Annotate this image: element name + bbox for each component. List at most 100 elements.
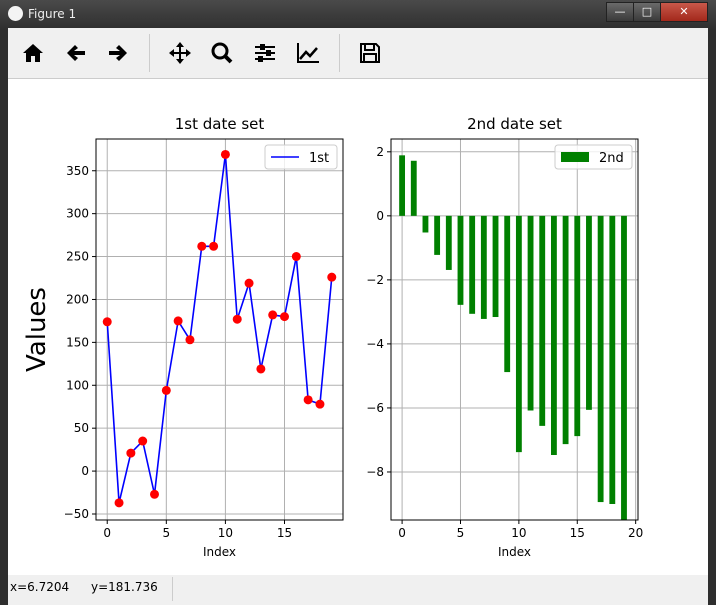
forward-icon[interactable]: [105, 40, 131, 66]
data-point: [280, 312, 289, 322]
data-point: [150, 489, 159, 499]
data-point: [303, 395, 313, 405]
data-point: [161, 385, 171, 395]
y-axis-label: Values: [22, 287, 52, 372]
y-tick-label: 300: [66, 207, 89, 221]
legend: [264, 144, 338, 170]
home-icon[interactable]: [20, 40, 46, 66]
chart-title: 1st date set: [175, 115, 265, 133]
data-point: [173, 316, 183, 326]
y-tick-label: −4: [366, 337, 384, 351]
bar: [434, 215, 441, 255]
data-point: [126, 448, 136, 458]
x-tick-label: 0: [103, 526, 111, 540]
status-bar: x=6.7204 y=181.736: [8, 575, 708, 605]
x-tick-label: 5: [162, 526, 170, 540]
x-tick-label: 10: [511, 526, 526, 540]
x-tick-label: 10: [218, 526, 233, 540]
x-tick-label: 0: [398, 526, 406, 540]
bar: [562, 215, 569, 445]
data-point: [268, 310, 278, 320]
status-x: x=6.7204: [10, 580, 70, 594]
bar: [609, 215, 616, 504]
y-tick-label: 150: [66, 335, 89, 349]
data-point: [327, 272, 337, 282]
x-axis-label: Index: [498, 545, 531, 559]
status-divider: [172, 577, 173, 601]
data-point: [209, 241, 219, 251]
legend-label: 1st: [309, 151, 329, 166]
chart-title: 2nd date set: [467, 115, 562, 133]
bar: [586, 215, 592, 410]
bar: [457, 215, 464, 305]
bar: [445, 215, 452, 270]
y-tick-label: 100: [66, 378, 89, 392]
y-tick-label: 0: [81, 464, 89, 478]
app-icon: [8, 6, 23, 21]
y-tick-label: 50: [74, 421, 89, 435]
bar: [410, 160, 417, 216]
back-icon[interactable]: [63, 40, 89, 66]
legend-label: 2nd: [599, 151, 624, 166]
series-line-1st: [106, 154, 333, 504]
y-tick-label: 350: [66, 164, 89, 178]
y-tick-label: 0: [376, 209, 384, 223]
y-tick-label: 2: [376, 145, 384, 159]
bar: [527, 215, 534, 411]
bar: [469, 215, 476, 314]
y-tick-label: −6: [366, 401, 384, 415]
bar: [515, 215, 522, 453]
bar: [597, 215, 604, 503]
figure-client: 0 5 10 15 −50 0 50 100 150 200 250 300 350 1st date s…: [8, 28, 708, 605]
maximize-button[interactable]: □: [633, 2, 661, 22]
minimize-button[interactable]: —: [606, 2, 634, 22]
y-tick-label: 200: [66, 292, 89, 306]
subplots-icon[interactable]: [252, 40, 278, 66]
axes-frame: [390, 138, 639, 521]
customize-icon[interactable]: [295, 40, 321, 66]
bar: [574, 215, 581, 437]
toolbar: [8, 28, 708, 79]
pan-icon[interactable]: [167, 40, 193, 66]
save-icon[interactable]: [357, 40, 383, 66]
data-point: [197, 241, 207, 251]
separator: [339, 34, 340, 72]
legend-bar-swatch: [561, 152, 589, 162]
data-point: [114, 498, 124, 508]
data-point: [220, 149, 230, 159]
bar: [399, 155, 406, 216]
bar: [480, 215, 487, 319]
data-point: [315, 399, 325, 409]
data-point: [185, 335, 195, 345]
x-tick-label: 20: [628, 526, 643, 540]
data-point: [244, 278, 254, 288]
y-tick-label: −8: [366, 465, 384, 479]
bar: [539, 215, 546, 426]
x-tick-label: 5: [457, 526, 465, 540]
x-tick-label: 15: [570, 526, 585, 540]
bar: [504, 215, 511, 373]
x-axis-label: Index: [203, 545, 236, 559]
title-bar: Figure 1 — □ ✕: [0, 0, 716, 28]
bar: [422, 215, 429, 233]
axes-frame: [95, 138, 344, 521]
y-tick-label: 250: [66, 250, 89, 264]
bar: [621, 215, 627, 520]
data-point: [291, 252, 301, 262]
y-tick-label: −50: [64, 507, 89, 521]
zoom-icon[interactable]: [209, 40, 235, 66]
bar: [550, 215, 557, 456]
x-tick-label: 15: [277, 526, 292, 540]
close-button[interactable]: ✕: [660, 2, 708, 22]
status-y: y=181.736: [91, 580, 158, 594]
data-point: [256, 364, 266, 374]
bar: [492, 215, 499, 318]
window-title: Figure 1: [28, 7, 77, 21]
y-tick-label: −2: [366, 273, 384, 287]
data-point: [102, 317, 112, 327]
legend: [554, 144, 633, 170]
data-point: [138, 436, 148, 446]
data-point: [232, 314, 242, 324]
